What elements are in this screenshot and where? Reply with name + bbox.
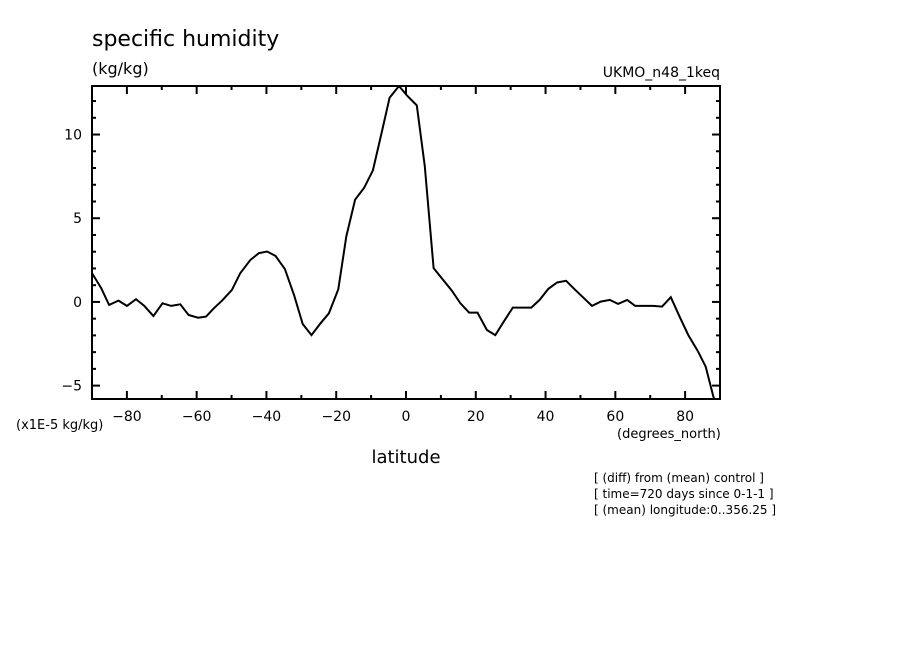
annotation-3: [ (mean) longitude:0..356.25 ]: [594, 503, 776, 517]
y-tick-label: 5: [73, 211, 82, 227]
annotation-2: [ time=720 days since 0-1-1 ]: [594, 487, 774, 501]
chart-title: specific humidity: [92, 27, 279, 52]
dataset-label: UKMO_n48_1keq: [603, 65, 720, 81]
x-tick-label: −80: [112, 409, 142, 425]
annotation-1: [ (diff) from (mean) control ]: [594, 471, 764, 485]
x-tick-label: 20: [467, 409, 485, 425]
x-tick-label: 80: [676, 409, 694, 425]
x-tick-label: 40: [537, 409, 555, 425]
series-line: [92, 86, 716, 399]
plot-frame: [91, 85, 721, 400]
y-tick-label: −5: [61, 379, 82, 395]
x-units-label: (degrees_north): [617, 427, 721, 442]
x-tick-label: −60: [182, 409, 212, 425]
x-tick-label: −20: [321, 409, 351, 425]
y-tick-label: 0: [73, 295, 82, 311]
axes: −80 −60 −40 −20 0 20 40 60 80 −5 0 5 10: [61, 86, 721, 425]
y-tick-label: 10: [64, 128, 82, 144]
x-tick-label: −40: [252, 409, 282, 425]
x-tick-label: 0: [402, 409, 411, 425]
units-label: (kg/kg): [92, 59, 149, 78]
x-axis-label: latitude: [371, 447, 440, 468]
x-tick-label: 60: [606, 409, 624, 425]
y-scale-label: (x1E-5 kg/kg): [16, 418, 103, 433]
